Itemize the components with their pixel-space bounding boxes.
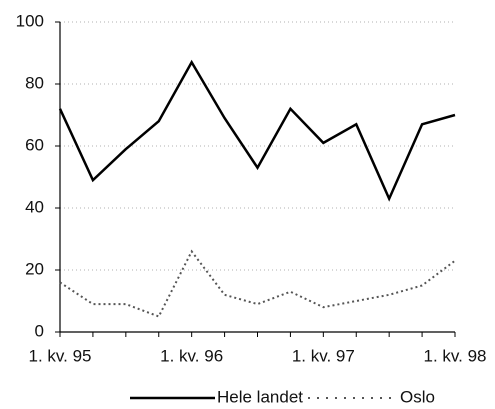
y-tick-label: 80 xyxy=(25,73,44,92)
y-tick-label: 0 xyxy=(35,321,44,340)
y-tick-label: 100 xyxy=(16,11,44,30)
x-tick-label: 1. kv. 98 xyxy=(424,346,487,365)
series-line xyxy=(59,249,456,318)
y-tick-label: 60 xyxy=(25,135,44,154)
x-tick-label: 1. kv. 96 xyxy=(160,346,223,365)
legend-label: Oslo xyxy=(400,387,435,406)
y-tick-label: 40 xyxy=(25,197,44,216)
y-tick-label: 20 xyxy=(25,259,44,278)
x-tick-label: 1. kv. 97 xyxy=(292,346,355,365)
x-tick-label: 1. kv. 95 xyxy=(29,346,92,365)
series-line xyxy=(58,59,456,202)
legend-label: Hele landet xyxy=(217,387,303,406)
